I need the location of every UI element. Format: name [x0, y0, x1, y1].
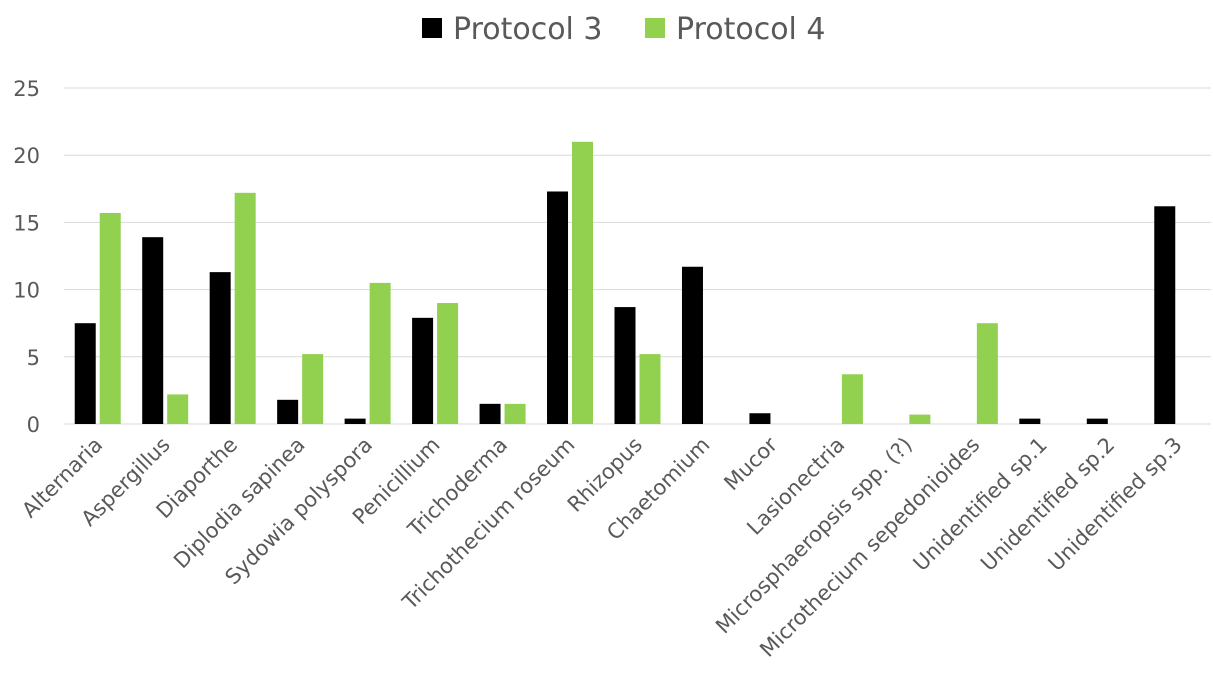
legend-label-protocol-3: Protocol 3 [453, 12, 603, 47]
legend-swatch-protocol-3 [422, 18, 442, 38]
y-tick-label-15: 15 [13, 211, 40, 235]
bar-protocol-4-lasionectria [841, 374, 863, 424]
bar-protocol-3-sydowia-polyspora [344, 418, 366, 424]
bar-protocol-3-mucor [749, 413, 771, 424]
bar-protocol-3-unidentified-sp-2 [1086, 418, 1108, 424]
y-tick-label-25: 25 [13, 77, 40, 101]
bar-protocol-4-diaporthe [234, 192, 256, 424]
legend-swatch-protocol-4 [645, 18, 665, 38]
bar-protocol-4-microthecium-sepedonioides [976, 323, 998, 424]
y-axis-ticks: 0 5 10 15 20 25 [13, 77, 40, 437]
bars [74, 141, 1176, 424]
bar-protocol-3-unidentified-sp-3 [1154, 206, 1176, 424]
legend-label-protocol-4: Protocol 4 [676, 12, 826, 47]
bar-protocol-4-trichothecium-roseum [572, 141, 594, 424]
x-tick-label-unidentified-sp-3: Unidentified sp.3 [1044, 433, 1187, 576]
bar-protocol-3-chaetomium [681, 266, 703, 424]
bar-protocol-4-alternaria [99, 212, 121, 424]
legend: Protocol 3 Protocol 4 [422, 12, 826, 47]
bar-protocol-3-trichothecium-roseum [547, 191, 569, 424]
y-tick-label-10: 10 [13, 279, 40, 303]
bar-protocol-3-trichoderma [479, 403, 501, 424]
bar-protocol-4-sydowia-polyspora [369, 282, 391, 424]
bar-protocol-3-rhizopus [614, 307, 636, 424]
bar-protocol-3-alternaria [74, 323, 96, 424]
bar-protocol-4-rhizopus [639, 354, 661, 424]
bar-protocol-3-penicillium [412, 317, 434, 424]
bar-protocol-4-diplodia-sapinea [302, 354, 324, 424]
bar-protocol-4-penicillium [437, 303, 459, 424]
x-tick-label-mucor: Mucor [719, 432, 782, 495]
y-tick-label-20: 20 [13, 144, 40, 168]
y-tick-label-0: 0 [27, 413, 40, 437]
bar-protocol-3-diplodia-sapinea [277, 399, 299, 424]
bar-protocol-3-aspergillus [142, 237, 164, 424]
y-tick-label-5: 5 [27, 346, 40, 370]
bar-protocol-3-diaporthe [209, 272, 231, 424]
bar-protocol-4-trichoderma [504, 403, 526, 424]
bar-protocol-4-aspergillus [167, 394, 189, 424]
bar-protocol-3-unidentified-sp-1 [1019, 418, 1041, 424]
bar-protocol-4-microsphaeropsis-spp [909, 414, 931, 424]
